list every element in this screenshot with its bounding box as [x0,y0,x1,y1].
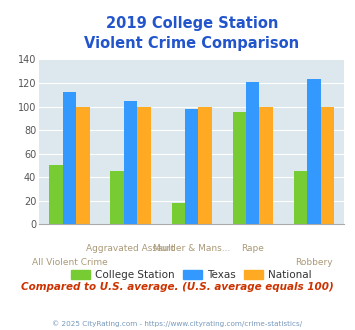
Text: Murder & Mans...: Murder & Mans... [153,244,230,253]
Bar [260,107,273,224]
Bar [246,82,260,224]
Bar [63,92,76,224]
Bar [76,107,90,224]
Text: © 2025 CityRating.com - https://www.cityrating.com/crime-statistics/: © 2025 CityRating.com - https://www.city… [53,320,302,327]
Text: Rape: Rape [241,244,264,253]
Legend: College Station, Texas, National: College Station, Texas, National [67,266,316,284]
Bar [233,113,246,224]
Bar [171,203,185,224]
Bar [124,101,137,224]
Bar [49,165,63,224]
Text: Compared to U.S. average. (U.S. average equals 100): Compared to U.S. average. (U.S. average … [21,282,334,292]
Title: 2019 College Station
Violent Crime Comparison: 2019 College Station Violent Crime Compa… [84,16,299,51]
Text: Robbery: Robbery [295,258,333,267]
Bar [307,80,321,224]
Bar [185,109,198,224]
Bar [321,107,334,224]
Text: Aggravated Assault: Aggravated Assault [86,244,175,253]
Bar [110,171,124,224]
Text: All Violent Crime: All Violent Crime [32,258,108,267]
Bar [294,171,307,224]
Bar [198,107,212,224]
Bar [137,107,151,224]
